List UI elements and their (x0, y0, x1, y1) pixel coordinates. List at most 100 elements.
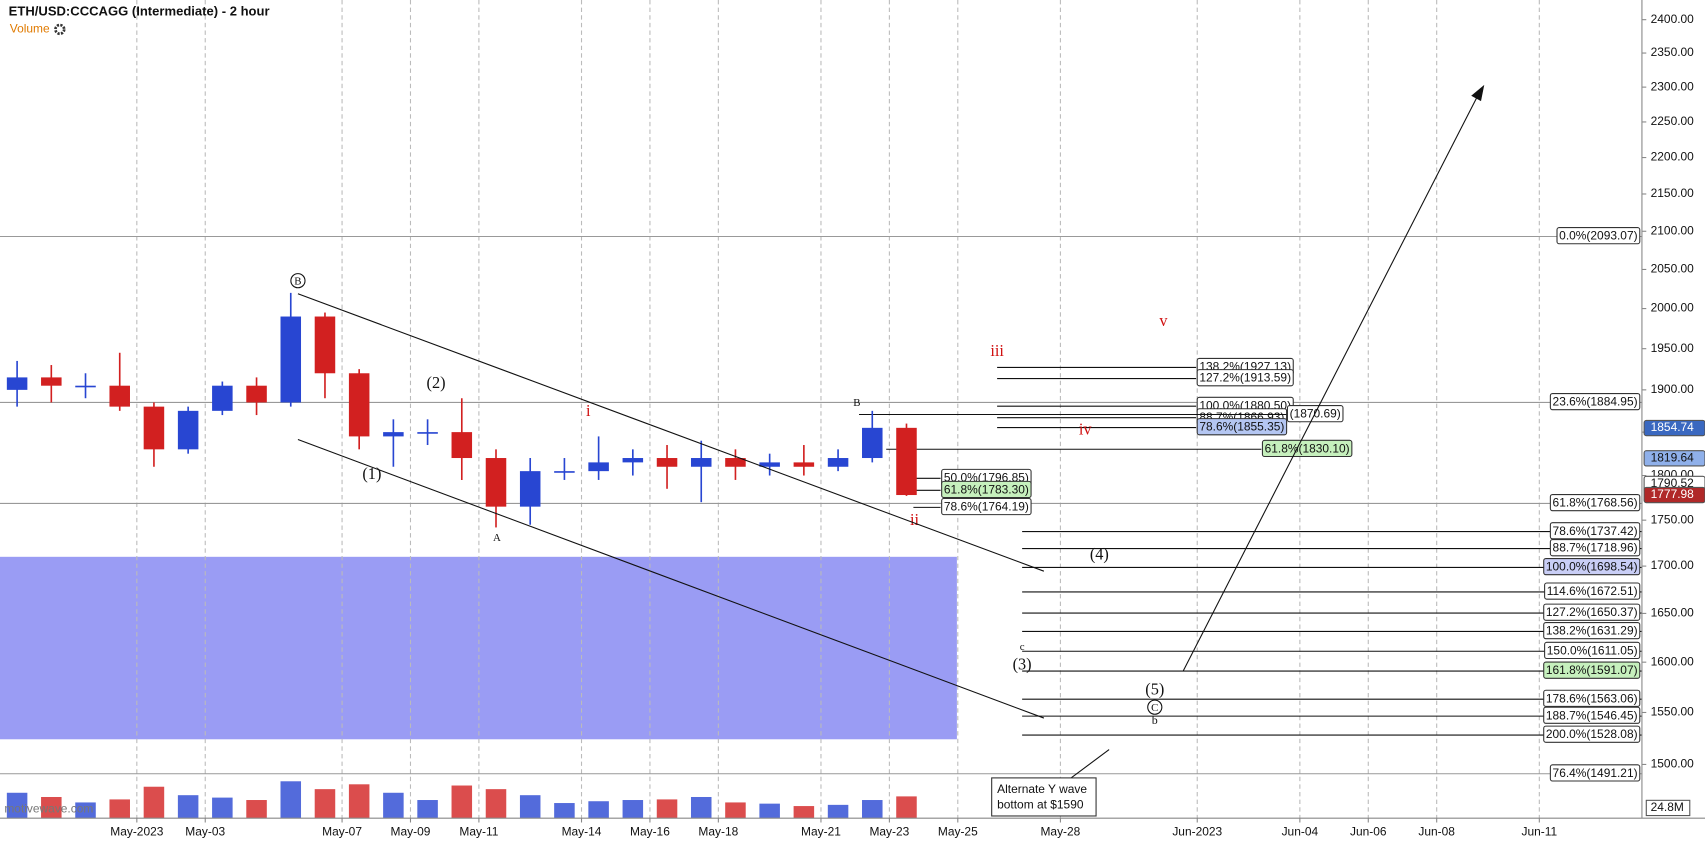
candle-body (793, 462, 815, 467)
label-box (1549, 764, 1641, 782)
candle-body (725, 458, 746, 467)
x-tick-label: May-21 (801, 824, 841, 838)
x-tick-label: May-28 (1040, 824, 1080, 838)
label-box (1543, 725, 1641, 743)
volume-bar (314, 789, 336, 819)
fib-label: 200.0%(1528.08) (1546, 727, 1638, 741)
annotation-text: Alternate Y wave (997, 782, 1087, 796)
volume-bar (383, 792, 404, 819)
fib-label: 114.6%(1672.51) (1547, 584, 1638, 598)
fib-label: 100.0%(1698.54) (1546, 560, 1638, 574)
watermark: motivewave.com (4, 802, 93, 816)
label-box (1543, 661, 1641, 679)
fib-label: 61.8%(1768.56) (1553, 496, 1638, 510)
price-tag-label: 1854.74 (1651, 420, 1695, 434)
y-tick-label: 1600.00 (1651, 654, 1695, 668)
x-tick-label: May-11 (459, 824, 498, 838)
fib-label: 188.7%(1546.45) (1546, 708, 1638, 722)
label-box (1261, 439, 1353, 458)
y-tick-label: 1650.00 (1651, 606, 1695, 620)
fib-label: 78.6%(1855.35) (1199, 420, 1284, 434)
candle-body (690, 458, 712, 467)
settings-icon[interactable] (54, 23, 66, 36)
fib-label: 23.6%(1884.95) (1553, 395, 1638, 409)
x-tick-label: May-2023 (110, 824, 163, 838)
label-box (1543, 689, 1641, 707)
wave-label: B (853, 397, 860, 409)
candle-body (588, 462, 609, 472)
arrow (1182, 93, 1480, 672)
fib-label: 78.6%(1737.42) (1553, 524, 1638, 538)
label-box (1543, 557, 1641, 576)
y-tick-label: 1900.00 (1651, 382, 1695, 396)
label-box (1544, 641, 1641, 660)
x-tick-label: May-07 (322, 824, 362, 838)
y-tick-label: 1500.00 (1651, 757, 1695, 771)
volume-bar (896, 796, 917, 819)
candle-body (656, 458, 678, 467)
fib-label: 76.4%(1491.21) (1553, 766, 1638, 780)
y-tick-label: 2400.00 (1651, 12, 1695, 26)
label-box (1556, 227, 1641, 245)
y-tick-label: 2200.00 (1651, 150, 1695, 164)
wave-label: iii (990, 341, 1004, 360)
candle-body (622, 458, 644, 463)
wave-label: c (1020, 641, 1025, 653)
x-tick-label: Jun-06 (1350, 824, 1387, 838)
x-tick-label: May-09 (391, 824, 431, 838)
candle-body (280, 316, 302, 403)
fib-label: 127.2%(1650.37) (1546, 605, 1638, 619)
wave-label: ii (910, 510, 920, 529)
y-tick-label: 2100.00 (1651, 223, 1695, 237)
volume-bar (451, 785, 473, 819)
wave-label: (4) (1090, 545, 1109, 564)
wave-label: (2) (427, 373, 446, 392)
volume-bar (348, 784, 370, 819)
volume-bar (417, 800, 438, 819)
candle-body (759, 462, 780, 467)
annotation-box (991, 777, 1097, 817)
fib-label: 0.0%(2093.07) (1559, 229, 1637, 243)
price-tag-label: 1790.52 (1651, 476, 1695, 490)
label-box (1549, 539, 1641, 557)
x-tick-label: May-25 (938, 824, 978, 838)
annotation-pointer (1070, 749, 1110, 779)
label-box (1549, 392, 1641, 411)
volume-bar (519, 795, 541, 819)
fib-label: 88.7%(1718.96) (1553, 541, 1638, 555)
label-box (1543, 706, 1641, 724)
x-tick-label: Jun-08 (1418, 824, 1455, 838)
price-tag-label: 1777.98 (1651, 487, 1695, 501)
volume-bar (75, 802, 96, 819)
label-box (1549, 493, 1641, 512)
channel-line (297, 439, 1045, 719)
wave-label: iv (1079, 420, 1093, 439)
volume-bar (827, 804, 849, 819)
volume-bar (690, 796, 712, 819)
wave-label: v (1159, 311, 1168, 330)
volume-bar (759, 803, 780, 819)
x-tick-label: May-18 (698, 824, 738, 838)
volume-bar (793, 806, 815, 819)
y-tick-label: 1550.00 (1651, 705, 1695, 719)
x-tick-label: May-03 (185, 824, 225, 838)
y-tick-label: 2250.00 (1651, 114, 1695, 128)
volume-bar (177, 795, 199, 819)
wave-label: B (294, 275, 301, 287)
wave-circle (290, 273, 306, 289)
candle-body (827, 458, 849, 467)
wave-label: (3) (1013, 655, 1032, 674)
wave-circle (1147, 699, 1163, 715)
fib-label: 178.6%(1563.06) (1546, 691, 1638, 705)
y-tick-label: 1750.00 (1651, 512, 1695, 526)
volume-tag (1645, 799, 1691, 817)
chart-title: ETH/USD:CCCAGG (Intermediate) - 2 hour (9, 3, 270, 18)
volume-bar (109, 799, 130, 819)
label-box (1549, 522, 1641, 540)
volume-bar (622, 800, 644, 819)
candle-body (519, 471, 541, 507)
wave-label: C (1151, 702, 1158, 714)
volume-bar (41, 796, 62, 819)
candle-body (862, 427, 883, 459)
